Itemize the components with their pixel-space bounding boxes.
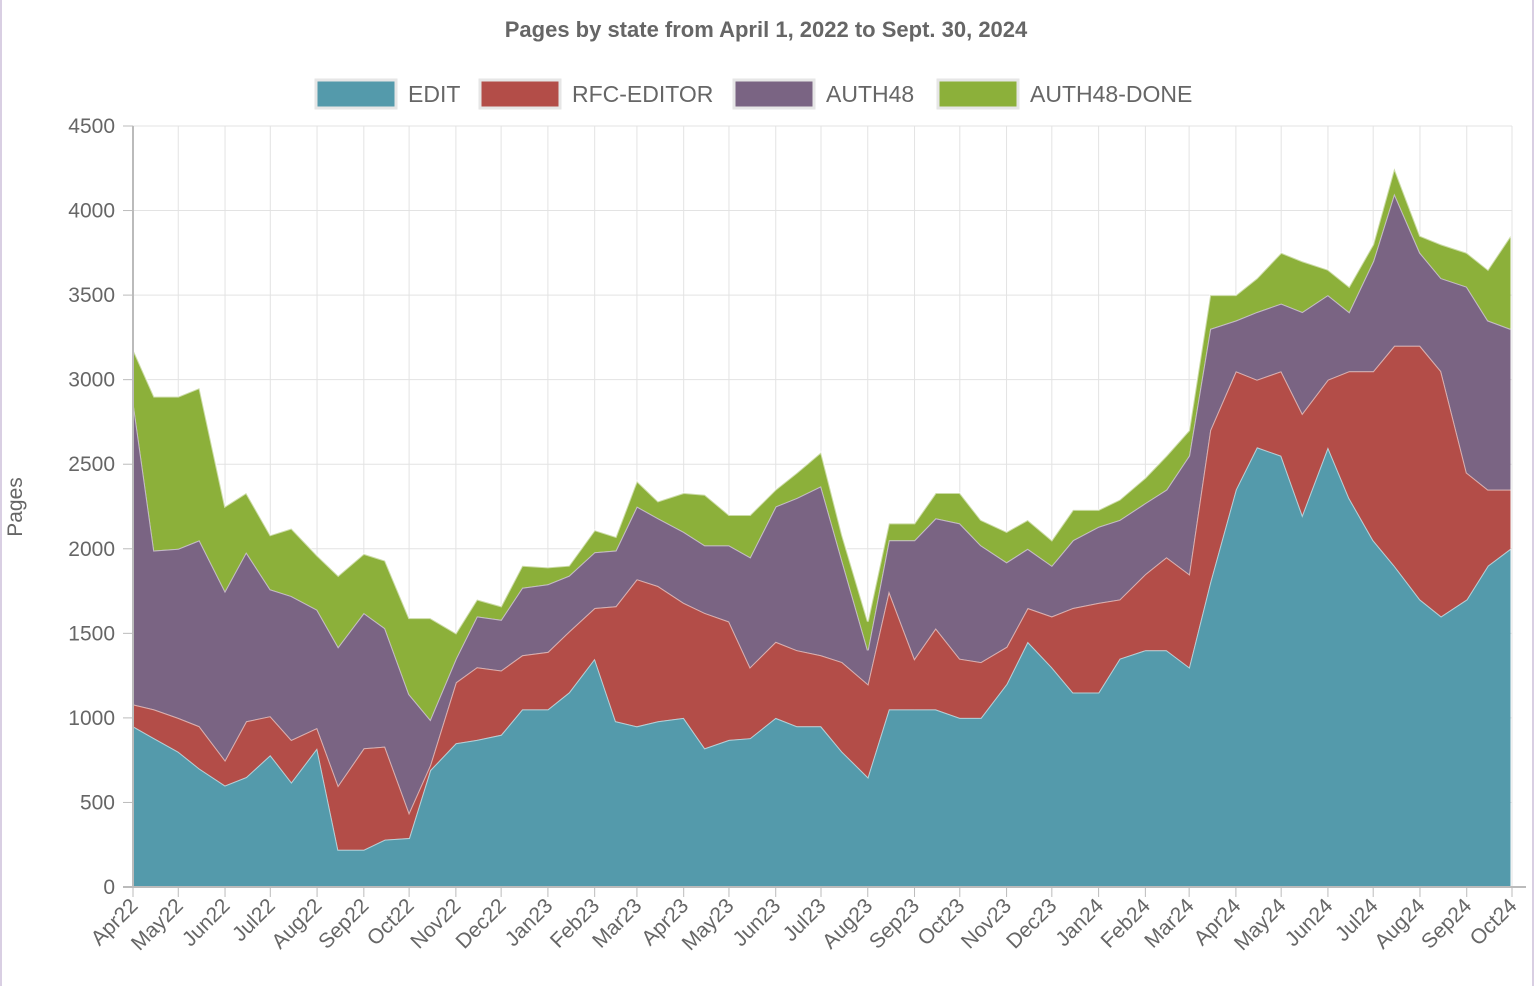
legend-label: AUTH48-DONE <box>1030 81 1192 107</box>
legend-swatch <box>936 78 1020 110</box>
x-tick-label: Dec22 <box>451 894 510 953</box>
x-tick-label: Jun23 <box>729 894 786 951</box>
y-tick-label: 500 <box>80 791 115 814</box>
area-edit <box>133 447 1511 887</box>
x-tick-label: Oct24 <box>1466 894 1522 950</box>
x-tick-label: Sep22 <box>314 894 373 953</box>
x-tick-label: May24 <box>1230 894 1291 955</box>
x-tick-label: Mar23 <box>588 894 646 952</box>
y-tick-label: 1000 <box>68 707 115 730</box>
x-tick-label: May23 <box>678 894 739 955</box>
area-rfc-editor <box>133 345 1511 850</box>
legend-swatch <box>478 78 562 110</box>
y-tick-label: 4000 <box>68 200 115 223</box>
y-tick-label: 2500 <box>68 453 115 476</box>
legend-swatch <box>732 78 816 110</box>
y-tick-label: 1500 <box>68 622 115 645</box>
x-tick-label: Jan23 <box>501 894 558 951</box>
legend-item-auth48-done[interactable]: AUTH48-DONE <box>936 78 1192 110</box>
x-tick-label: Nov22 <box>406 894 465 953</box>
legend-item-rfc-editor[interactable]: RFC-EDITOR <box>478 78 713 110</box>
x-tick-label: Jun24 <box>1281 894 1338 951</box>
y-tick-label: 0 <box>103 876 115 899</box>
legend-label: RFC-EDITOR <box>572 81 713 107</box>
legend-label: AUTH48 <box>826 81 914 107</box>
y-tick-label: 3000 <box>68 369 115 392</box>
legend: EDIT RFC-EDITOR AUTH48 AUTH48-DONE <box>314 78 1192 110</box>
area-auth48 <box>133 193 1511 813</box>
y-tick-label: 2000 <box>68 538 115 561</box>
x-tick-label: Mar24 <box>1140 894 1199 953</box>
area-edge-auth48-done <box>132 165 1512 635</box>
legend-label: EDIT <box>408 81 460 107</box>
legend-item-auth48[interactable]: AUTH48 <box>732 78 914 110</box>
x-tick-label: May22 <box>127 894 188 955</box>
x-tick-label: Sep24 <box>1417 894 1476 953</box>
x-tick-label: Jun22 <box>178 894 235 951</box>
x-tick-label: Jan24 <box>1051 894 1108 951</box>
y-tick-label: 4500 <box>68 115 115 138</box>
x-tick-label: Nov23 <box>957 894 1016 953</box>
x-tick-label: Aug24 <box>1370 894 1429 953</box>
legend-swatch <box>314 78 398 110</box>
x-tick-label: Dec23 <box>1002 894 1061 953</box>
y-axis-title: Pages <box>4 477 27 537</box>
x-tick-label: Aug23 <box>818 894 877 953</box>
x-tick-label: Aug22 <box>267 894 326 953</box>
series-areas <box>132 165 1512 887</box>
x-tick-label: Feb24 <box>1097 894 1156 953</box>
legend-item-edit[interactable]: EDIT <box>314 78 460 110</box>
x-tick-label: Sep23 <box>865 894 924 953</box>
chart-title: Pages by state from April 1, 2022 to Sep… <box>505 17 1028 42</box>
y-tick-label: 3500 <box>68 284 115 307</box>
